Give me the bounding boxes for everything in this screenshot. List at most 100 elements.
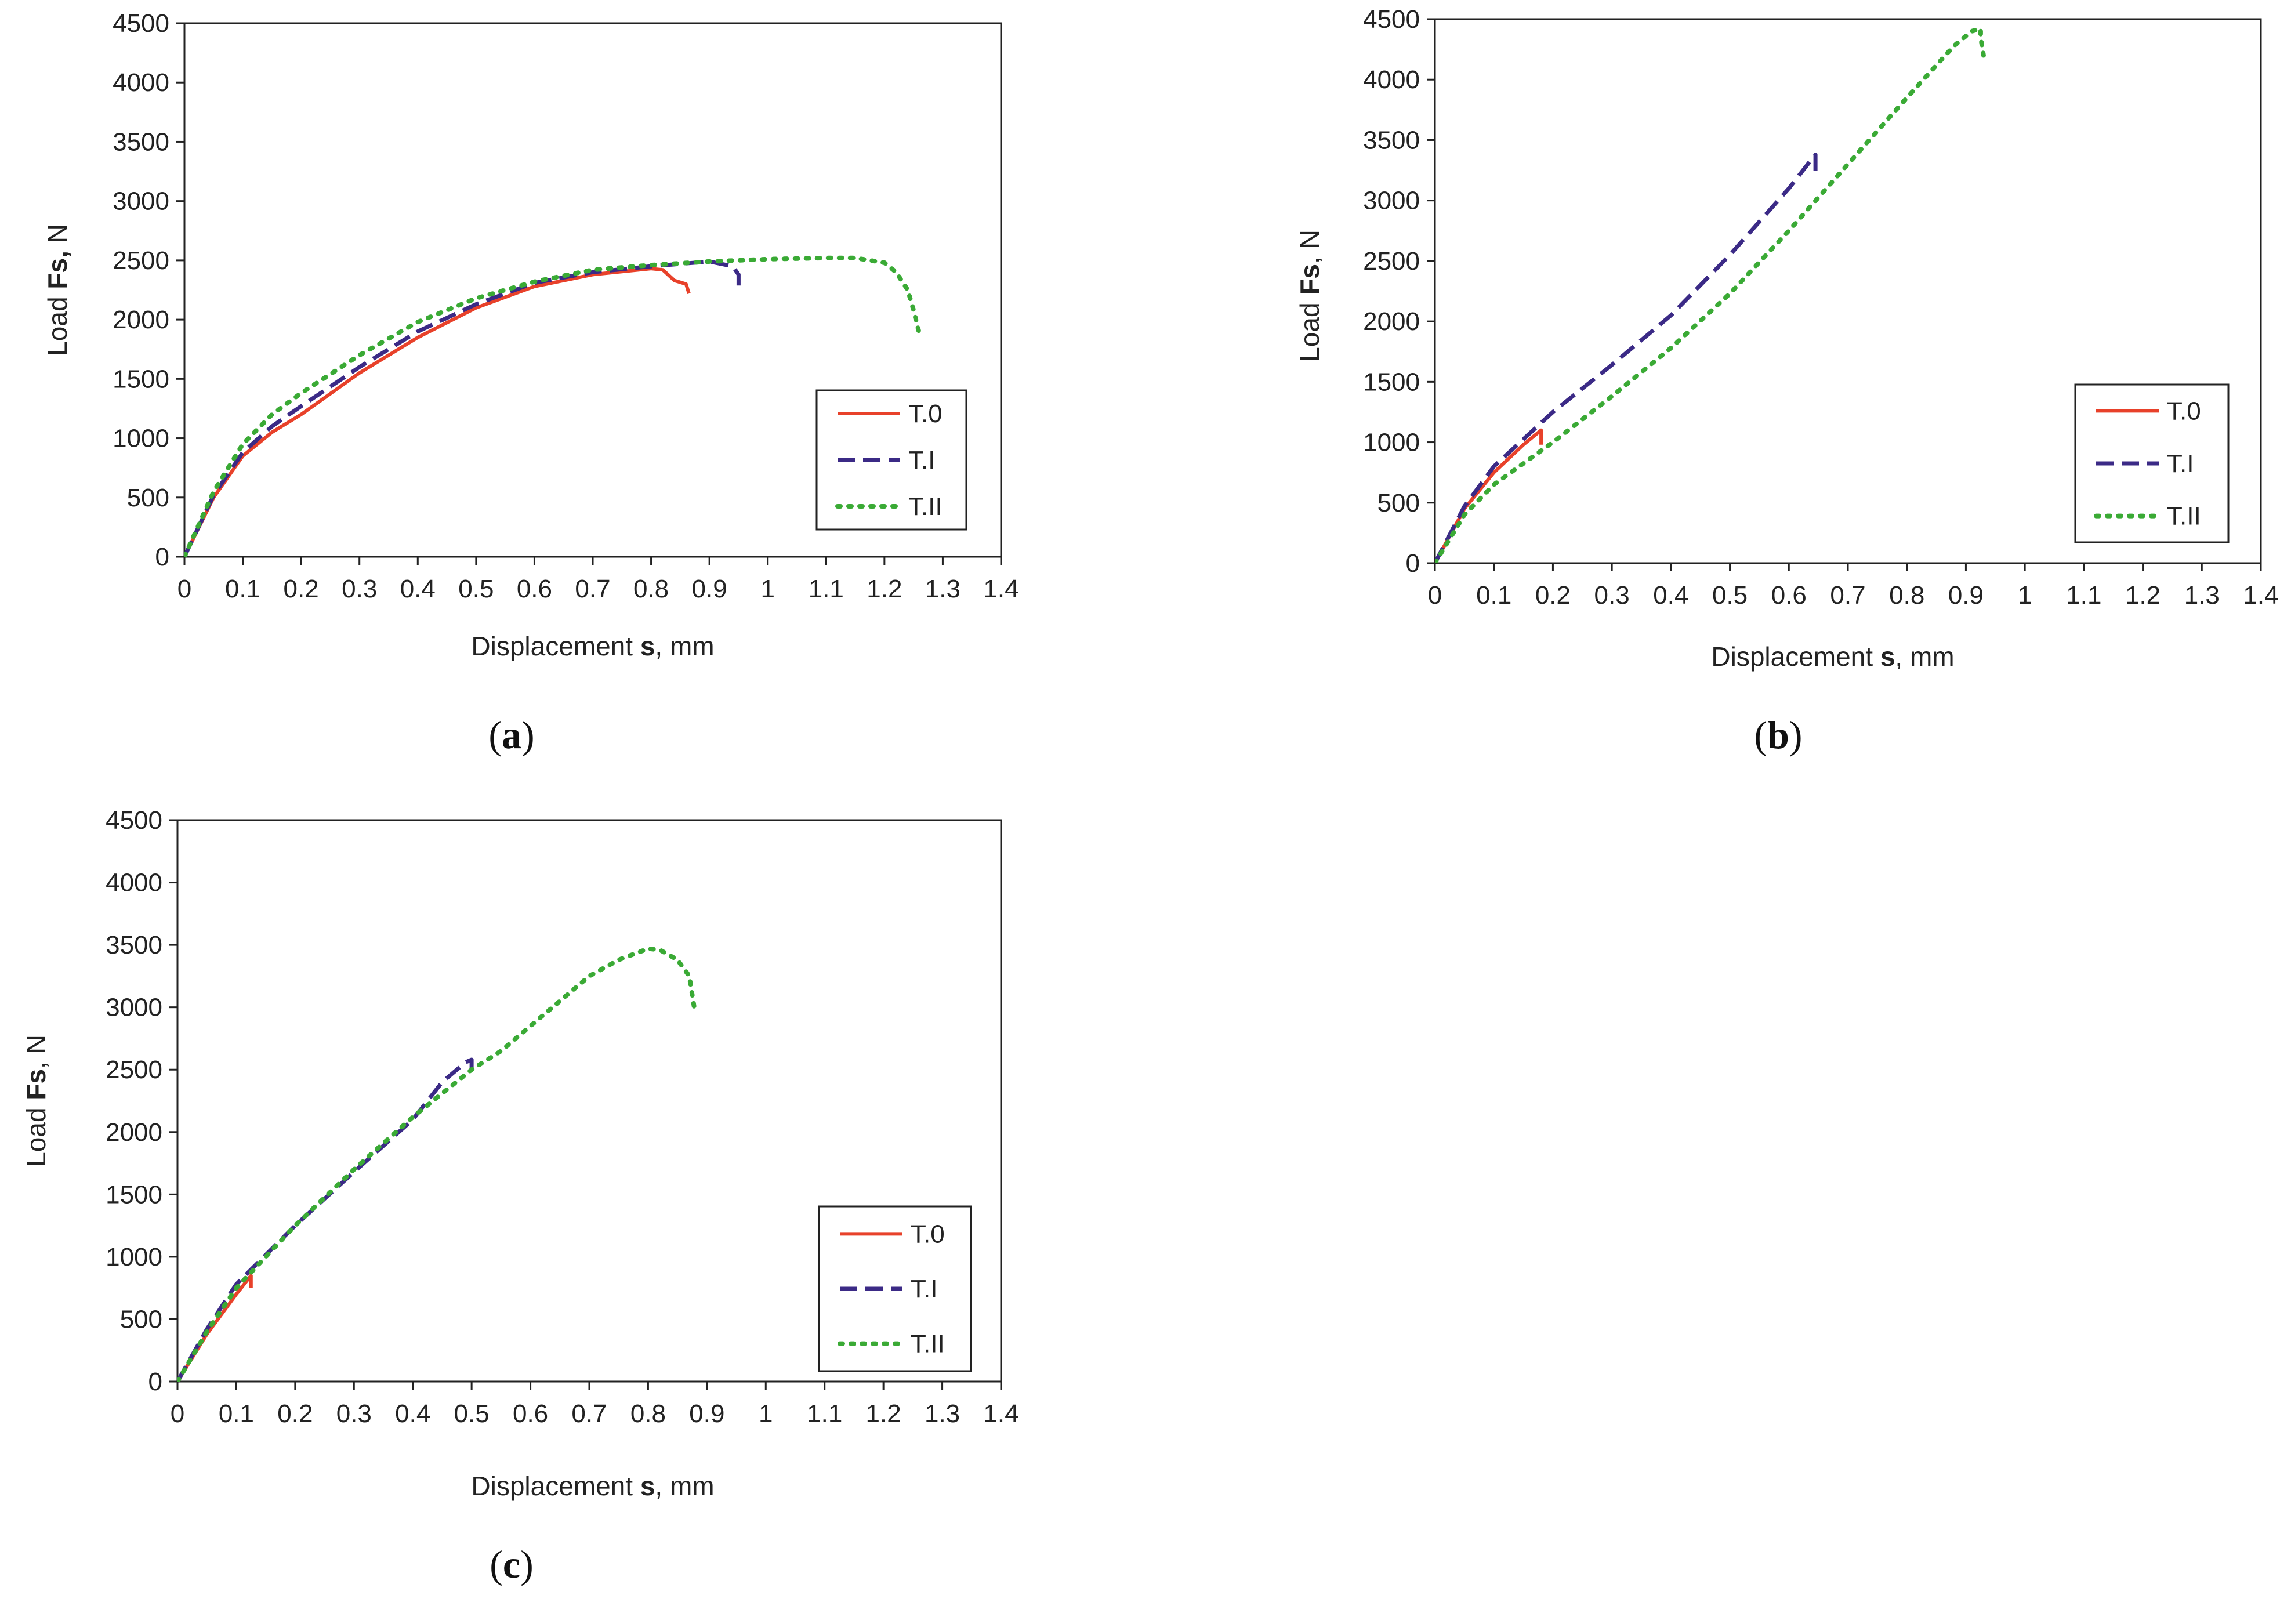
y-tick-label: 4500 xyxy=(1363,5,1420,34)
caption-letter: c xyxy=(503,1542,520,1586)
x-tick-label: 1.1 xyxy=(807,1400,842,1428)
chart-panel-c: 0 500 1000 1500 2000 2500 3000 3500 4000 4500 0 0.1… xyxy=(21,806,1019,1586)
caption-close: ) xyxy=(521,713,535,757)
x-tick-label: 1.1 xyxy=(809,575,844,603)
x-tick-label: 0.8 xyxy=(633,575,669,603)
series-line-t0 xyxy=(184,267,691,557)
x-tick-label: 0.1 xyxy=(225,575,260,603)
x-tick-label: 0.7 xyxy=(571,1400,607,1428)
x-tick-label: 0.9 xyxy=(1948,581,1984,610)
y-tick-label: 3000 xyxy=(1363,187,1420,215)
y-tick-label: 3000 xyxy=(113,187,169,216)
y-tick-label: 3500 xyxy=(113,128,169,156)
y-axis-label: Load Fs, N xyxy=(42,224,72,356)
series-line-ti xyxy=(177,1057,474,1382)
series-line-ti xyxy=(1435,153,1818,563)
x-tick-label: 0 xyxy=(177,575,191,603)
panel-caption: (c) xyxy=(490,1542,534,1586)
y-axis-label-post: N xyxy=(42,224,72,251)
y-tick-label: 500 xyxy=(1378,489,1420,517)
y-tick-label: 3000 xyxy=(106,994,162,1022)
legend: T.0 T.I T.II xyxy=(815,389,967,531)
y-tick-label: 2500 xyxy=(113,246,169,275)
x-axis-label-pre: Displacement xyxy=(1711,641,1880,672)
caption-open: ( xyxy=(488,713,502,757)
x-tick-label: 1.3 xyxy=(2184,581,2220,610)
x-axis-label: Displacement s, mm xyxy=(1711,641,1954,672)
legend-label-tii: T.II xyxy=(911,1330,945,1358)
caption-open: ( xyxy=(1754,713,1767,757)
y-tick-label: 1000 xyxy=(1363,429,1420,457)
y-tick-label: 3500 xyxy=(1363,126,1420,154)
y-tick-label: 1500 xyxy=(106,1180,162,1209)
x-tick-label: 1.1 xyxy=(2066,581,2101,610)
x-axis-label-pre: Displacement xyxy=(471,631,640,661)
y-axis-label-post: , N xyxy=(21,1035,51,1069)
x-tick-label: 0.3 xyxy=(1594,581,1630,610)
x-tick-label: 0.4 xyxy=(395,1400,430,1428)
x-axis-label-bold: s xyxy=(1880,641,1895,672)
x-tick-label: 0.1 xyxy=(219,1400,254,1428)
panel-caption: (b) xyxy=(1754,713,1802,757)
caption-letter: a xyxy=(502,713,521,757)
y-tick-label: 0 xyxy=(1406,549,1420,578)
y-tick-label: 2500 xyxy=(106,1056,162,1084)
y-axis-label-post: , N xyxy=(1295,230,1325,264)
series-line-ti xyxy=(184,259,741,557)
x-axis-label: Displacement s, mm xyxy=(471,1471,714,1501)
y-tick-label: 1500 xyxy=(113,365,169,393)
x-axis-label-post: , mm xyxy=(655,631,714,661)
x-tick-label: 0.4 xyxy=(400,575,436,603)
x-tick-label: 1 xyxy=(759,1400,773,1428)
legend: T.0 T.I T.II xyxy=(818,1205,972,1372)
legend-label-ti: T.I xyxy=(911,1275,937,1303)
x-tick-label: 0.7 xyxy=(575,575,610,603)
x-tick-label: 1.4 xyxy=(983,1400,1018,1428)
x-tick-label: 0.4 xyxy=(1653,581,1688,610)
x-tick-label: 1.3 xyxy=(925,575,960,603)
y-axis-label-pre: Load xyxy=(42,289,72,356)
x-tick-label: 0.9 xyxy=(692,575,727,603)
y-tick-label: 1000 xyxy=(113,425,169,453)
x-tick-label: 0.1 xyxy=(1476,581,1511,610)
x-tick-label: 0.6 xyxy=(513,1400,548,1428)
y-axis-label-bold: Fs xyxy=(1295,264,1325,295)
x-tick-label: 0.2 xyxy=(1535,581,1571,610)
x-axis-label-post: , mm xyxy=(1895,641,1954,672)
legend-label-ti: T.I xyxy=(2167,449,2194,478)
x-axis-label-bold: s xyxy=(640,1471,655,1501)
x-tick-label: 0 xyxy=(171,1400,184,1428)
legend-label-t0: T.0 xyxy=(911,1220,945,1248)
y-axis-label: Load Fs, N xyxy=(21,1035,51,1167)
x-tick-label: 0.8 xyxy=(1889,581,1924,610)
y-tick-label: 4500 xyxy=(106,806,162,835)
x-tick-label: 1.4 xyxy=(2243,581,2278,610)
y-tick-label: 4000 xyxy=(106,869,162,897)
y-tick-label: 1000 xyxy=(106,1243,162,1271)
legend: T.0 T.I T.II xyxy=(2074,383,2230,543)
x-tick-label: 1 xyxy=(2018,581,2032,610)
x-tick-label: 1.2 xyxy=(2125,581,2160,610)
legend-label-t0: T.0 xyxy=(908,400,942,428)
y-axis-label-bold: Fs xyxy=(21,1069,51,1100)
x-axis-label-post: , mm xyxy=(655,1471,714,1501)
x-tick-label: 0.9 xyxy=(689,1400,724,1428)
y-axis-label-pre: Load xyxy=(1295,295,1325,362)
x-axis-label-pre: Displacement xyxy=(471,1471,640,1501)
y-tick-label: 0 xyxy=(155,543,169,571)
x-tick-label: 0.5 xyxy=(1712,581,1748,610)
x-tick-label: 1.2 xyxy=(867,575,902,603)
y-tick-label: 500 xyxy=(120,1305,162,1333)
legend-label-tii: T.II xyxy=(908,492,942,521)
x-tick-label: 0.5 xyxy=(454,1400,490,1428)
series-line-t0 xyxy=(1435,428,1543,563)
x-tick-label: 0.3 xyxy=(336,1400,372,1428)
legend-label-t0: T.0 xyxy=(2167,397,2201,425)
panel-caption: (a) xyxy=(488,713,534,757)
x-tick-label: 0.2 xyxy=(284,575,319,603)
y-tick-label: 4000 xyxy=(113,68,169,97)
y-tick-label: 2000 xyxy=(1363,307,1420,336)
y-axis-label-bold: Fs, xyxy=(42,251,72,289)
y-tick-label: 3500 xyxy=(106,931,162,959)
